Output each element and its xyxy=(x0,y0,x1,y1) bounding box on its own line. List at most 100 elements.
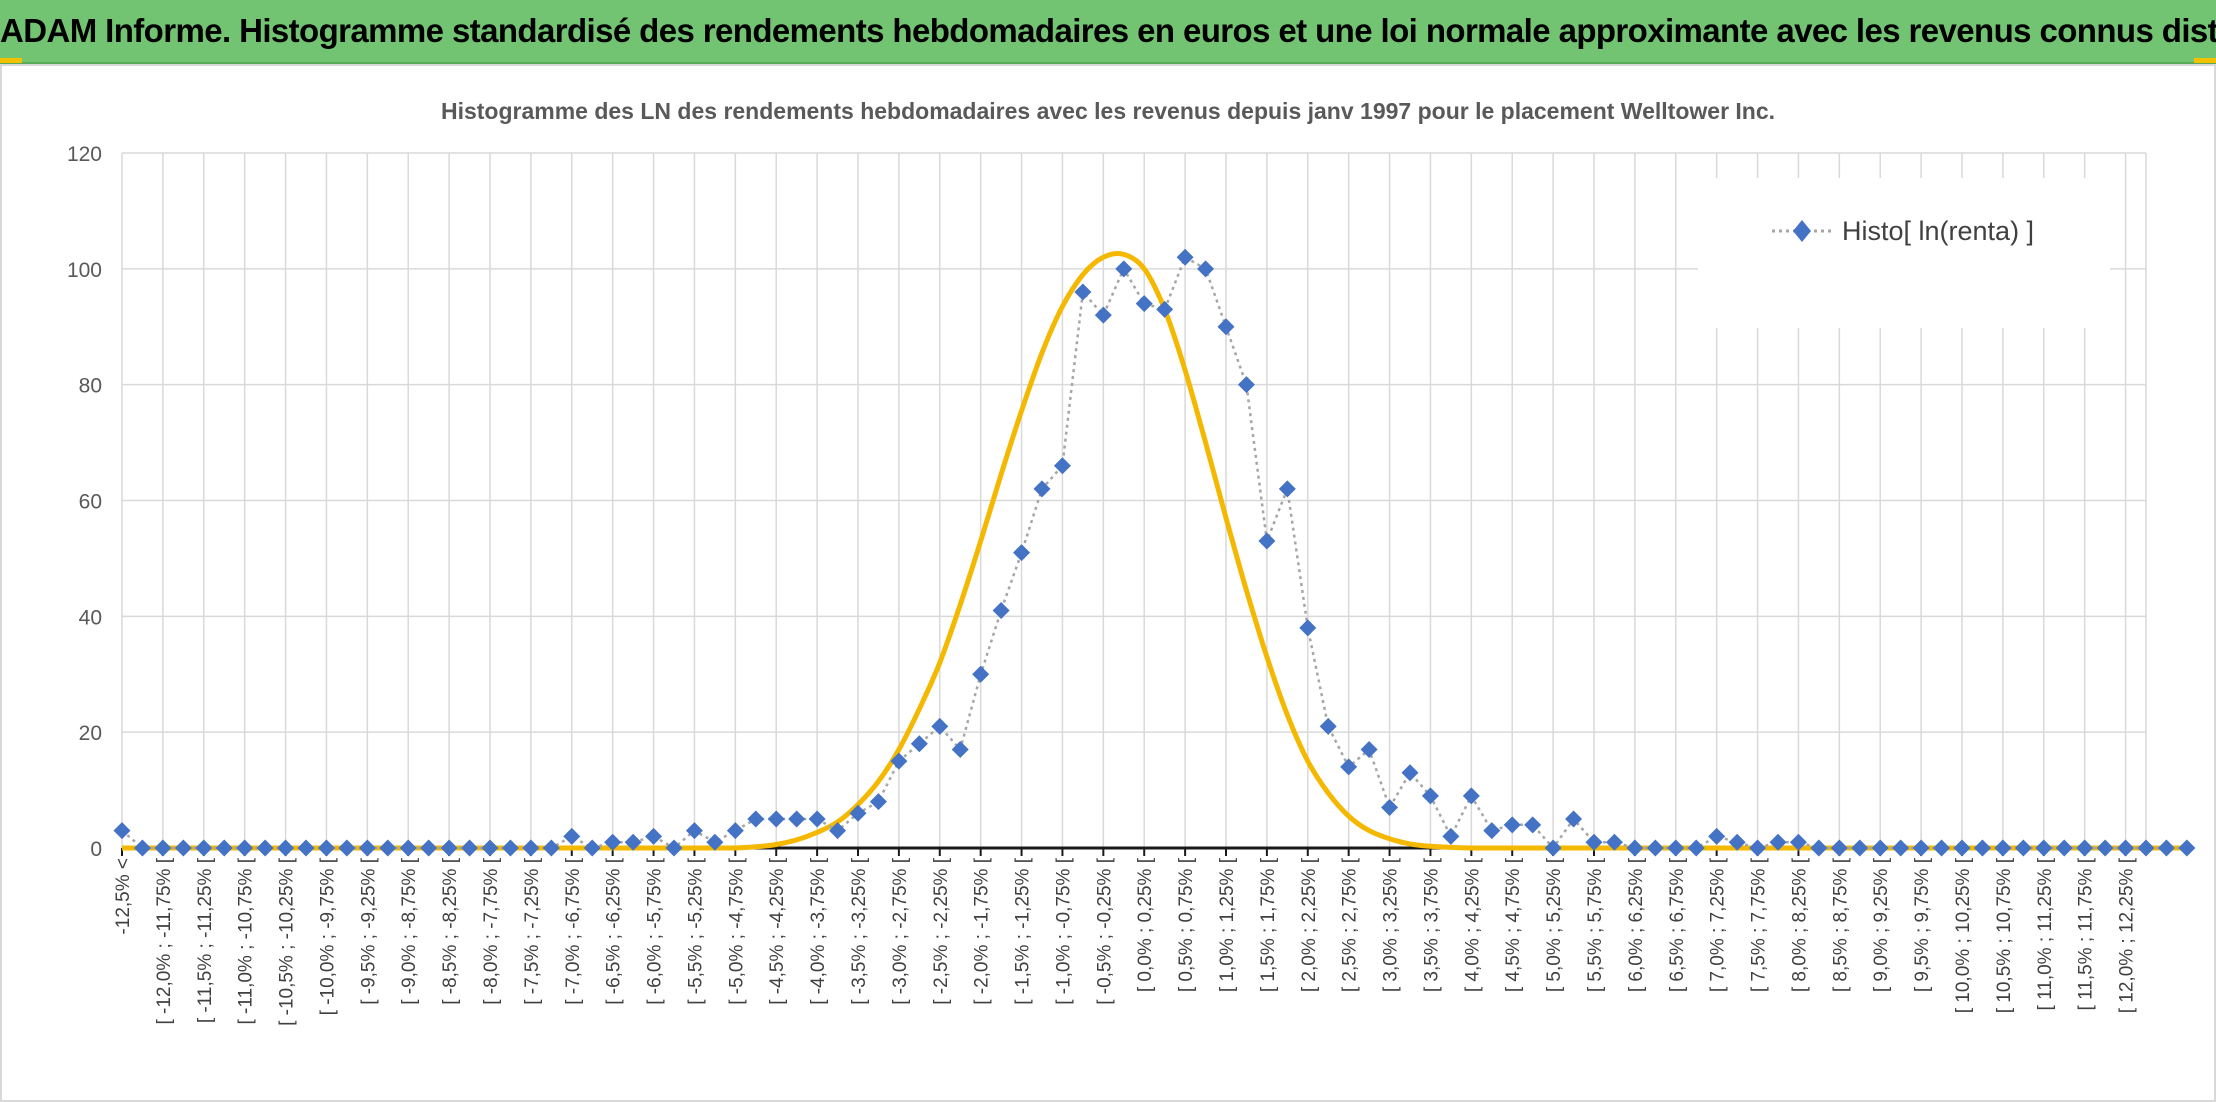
y-tick-label: 80 xyxy=(79,375,102,398)
histogram-point xyxy=(1626,839,1644,857)
x-tick-label: [ 10,0% ; 10,25% [ xyxy=(1953,857,1974,1013)
histogram-point xyxy=(1565,810,1583,828)
histogram-point xyxy=(1503,816,1521,834)
histogram-point xyxy=(890,752,908,770)
histogram-point xyxy=(501,839,519,857)
histogram-point xyxy=(1830,839,1848,857)
x-tick-label: [ 8,5% ; 8,75% [ xyxy=(1830,857,1851,992)
histogram-point xyxy=(685,822,703,840)
histogram-point xyxy=(706,833,724,851)
y-tick-label: 20 xyxy=(79,722,102,745)
x-tick-label: [ 9,5% ; 9,75% [ xyxy=(1912,857,1933,992)
x-tick-label: [ -6,0% ; -5,75% [ xyxy=(645,857,666,1005)
x-tick-label: [ 2,0% ; 2,25% [ xyxy=(1299,857,1320,992)
x-tick-label: [ 7,5% ; 7,75% [ xyxy=(1749,857,1770,992)
x-tick-label: [ -2,5% ; -2,25% [ xyxy=(931,857,952,1005)
histogram-point xyxy=(951,741,969,759)
accent-corner-right xyxy=(2194,58,2216,63)
histogram-point xyxy=(1769,833,1787,851)
histogram-point xyxy=(461,839,479,857)
histogram-point xyxy=(1483,822,1501,840)
histogram-point xyxy=(1994,839,2012,857)
histogram-point xyxy=(174,839,192,857)
histogram-point xyxy=(992,602,1010,620)
histogram-point xyxy=(1973,839,1991,857)
x-tick-label: [ 6,5% ; 6,75% [ xyxy=(1667,857,1688,992)
histogram-point xyxy=(1258,532,1276,550)
y-tick-label: 120 xyxy=(67,143,102,166)
histogram-point xyxy=(563,827,581,845)
x-tick-label: [ -4,0% ; -3,75% [ xyxy=(808,857,829,1005)
histogram-point xyxy=(420,839,438,857)
histogram-point xyxy=(788,810,806,828)
histogram-point xyxy=(1871,839,1889,857)
histogram-point xyxy=(2117,839,2135,857)
histogram-point xyxy=(317,839,335,857)
histogram-point xyxy=(624,833,642,851)
histogram-point xyxy=(1851,839,1869,857)
histogram-point xyxy=(1176,248,1194,266)
histogram-point xyxy=(2055,839,2073,857)
y-tick-label: 40 xyxy=(79,606,102,629)
x-axis-tick-labels: -12,5% < [ -12,0% ; -11,75% [[ -11,5% ; -… xyxy=(113,857,2138,1026)
x-tick-label: [ 5,5% ; 5,75% [ xyxy=(1585,857,1606,992)
histogram-point xyxy=(1237,376,1255,394)
x-tick-label: [ -6,5% ; -6,25% [ xyxy=(604,857,625,1005)
histogram-point xyxy=(1605,833,1623,851)
histogram-point xyxy=(1789,833,1807,851)
histogram-point xyxy=(869,793,887,811)
histogram-point xyxy=(665,839,683,857)
x-tick-label: [ 5,0% ; 5,25% [ xyxy=(1544,857,1565,992)
histogram-point xyxy=(1810,839,1828,857)
histogram-point xyxy=(910,735,928,753)
histogram-point xyxy=(583,839,601,857)
histogram-point xyxy=(236,839,254,857)
x-tick-label: [ -0,5% ; -0,25% [ xyxy=(1094,857,1115,1005)
histogram-point xyxy=(1728,833,1746,851)
x-tick-label: [ 7,0% ; 7,25% [ xyxy=(1708,857,1729,992)
histogram-point xyxy=(1340,758,1358,776)
x-tick-label: [ 12,0% ; 12,25% [ xyxy=(2117,857,2138,1013)
x-tick-label: [ -5,5% ; -5,25% [ xyxy=(685,857,706,1005)
x-tick-label: [ 4,5% ; 4,75% [ xyxy=(1503,857,1524,992)
histogram-point xyxy=(195,839,213,857)
x-tick-label: [ -3,0% ; -2,75% [ xyxy=(890,857,911,1005)
histogram-point xyxy=(399,839,417,857)
x-tick-label: [ -7,0% ; -6,75% [ xyxy=(563,857,584,1005)
x-tick-label: [ 0,0% ; 0,25% [ xyxy=(1135,857,1156,992)
histogram-point xyxy=(1013,544,1031,562)
histogram-point xyxy=(1892,839,1910,857)
histogram-point xyxy=(1053,457,1071,475)
legend-box xyxy=(1698,178,2110,328)
histogram-point xyxy=(808,810,826,828)
x-tick-label: [ 11,5% ; 11,75% [ xyxy=(2076,857,2097,1010)
histogram-point xyxy=(1360,741,1378,759)
y-tick-label: 0 xyxy=(90,838,102,861)
histogram-point xyxy=(2137,839,2155,857)
histogram-point xyxy=(440,839,458,857)
histogram-point xyxy=(747,810,765,828)
histogram-point xyxy=(1033,480,1051,498)
histogram-point xyxy=(2076,839,2094,857)
histogram-point xyxy=(1933,839,1951,857)
x-tick-label: [ -8,5% ; -8,25% [ xyxy=(440,857,461,1005)
x-tick-label: [ 10,5% ; 10,75% [ xyxy=(1994,857,2015,1013)
histogram-point xyxy=(1115,260,1133,278)
histogram-point xyxy=(1687,839,1705,857)
chart-frame xyxy=(0,64,2216,1102)
x-tick-label: [ 0,5% ; 0,75% [ xyxy=(1176,857,1197,992)
report-banner: ADAM Informe. Histogramme standardisé de… xyxy=(0,0,2216,64)
legend-diamond-marker xyxy=(1793,220,1811,242)
histogram-point xyxy=(297,839,315,857)
histogram-point xyxy=(849,804,867,822)
histogram-point xyxy=(931,717,949,735)
x-tick-label: [ -5,0% ; -4,75% [ xyxy=(726,857,747,1005)
chart-gridlines xyxy=(121,152,2147,856)
x-tick-label: [ 1,5% ; 1,75% [ xyxy=(1258,857,1279,992)
histogram-point xyxy=(1585,833,1603,851)
histogram-point xyxy=(1217,318,1235,336)
x-tick-label: [ -7,5% ; -7,25% [ xyxy=(522,857,543,1005)
histogram-point xyxy=(1544,839,1562,857)
histogram-point xyxy=(645,827,663,845)
histogram-point xyxy=(542,839,560,857)
